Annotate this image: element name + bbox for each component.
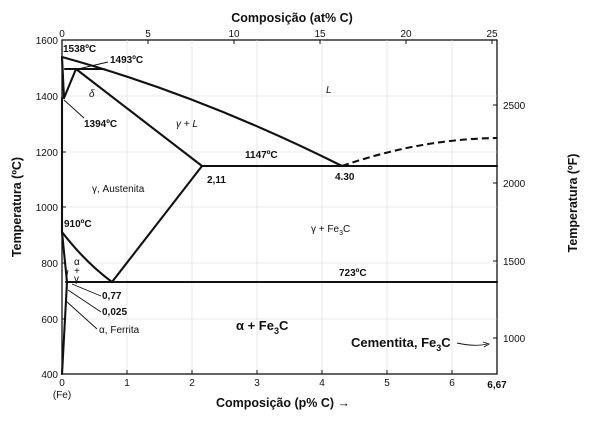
right-tick-label: 2500 <box>503 101 526 112</box>
plus-label: + <box>74 266 80 277</box>
right-axis-tick-labels: 1000 1500 2000 2500 <box>503 101 526 345</box>
left-tick-label: 1200 <box>36 148 59 159</box>
label-1538c: 1538ºC <box>63 44 96 55</box>
left-axis-title: Temperatura (ºC) <box>10 157 24 257</box>
right-axis-ticks <box>493 104 497 339</box>
top-tick-label: 20 <box>400 29 412 40</box>
gamma-fe3c-label: γ + Fe3C <box>311 224 350 237</box>
bottom-tick-label: 3 <box>254 378 260 389</box>
right-axis-title: Temperatura (ºF) <box>566 154 580 253</box>
bottom-tick-label: 5 <box>384 378 390 389</box>
bottom-axis-tick-labels: 0 1 2 3 4 5 6 6,67 <box>59 378 507 391</box>
delta-solidus-line <box>60 55 66 100</box>
acm-line <box>110 164 204 284</box>
bottom-tick-label: 1 <box>124 378 130 389</box>
label-2-11: 2,11 <box>207 175 226 186</box>
bottom-axis-title: Composição (p% C) → <box>216 396 350 410</box>
gamma-fe3c-sub: 3 <box>339 230 343 237</box>
top-tick-label: 5 <box>145 29 151 40</box>
left-tick-label: 1600 <box>36 36 59 47</box>
gridlines <box>62 40 497 374</box>
alpha-label: α <box>74 257 80 268</box>
bottom-tick-label: 6,67 <box>487 380 507 391</box>
top-axis-title: Composição (at% C) <box>231 11 353 25</box>
right-tick-label: 2000 <box>503 179 526 190</box>
gamma-plus-liquid-label: γ + L <box>176 119 198 130</box>
leader-lines <box>63 61 491 348</box>
top-tick-label: 15 <box>314 29 326 40</box>
a3-line <box>60 230 114 284</box>
cementite-c: C <box>441 335 451 350</box>
gamma-label: γ <box>74 274 79 285</box>
austenite-label: γ, Austenita <box>92 184 145 195</box>
cementite-sub: 3 <box>436 343 441 353</box>
right-tick-label: 1000 <box>503 334 526 345</box>
left-tick-label: 800 <box>41 259 58 270</box>
label-0-025: 0,025 <box>102 307 127 318</box>
top-tick-label: 10 <box>228 29 240 40</box>
label-1493c: 1493ºC <box>110 55 143 66</box>
gamma-fe3c-c: C <box>343 224 350 235</box>
gamma-fe3c-main: γ + Fe <box>311 224 340 235</box>
liquidus-cementite-dashed <box>341 136 498 167</box>
phase-boundaries <box>60 55 499 376</box>
liquidus-line <box>60 55 344 168</box>
cementite-main: Cementita, Fe <box>351 335 436 350</box>
bottom-tick-label: 0 <box>59 378 65 389</box>
top-tick-label: 0 <box>59 29 65 40</box>
left-tick-label: 400 <box>41 370 58 381</box>
ferrite-label: α, Ferrita <box>99 325 140 336</box>
alpha-fe3c-label: α + Fe3C <box>236 318 289 336</box>
top-axis-tick-labels: 0 5 10 15 20 25 <box>59 29 498 40</box>
fe-origin-label: (Fe) <box>53 390 71 401</box>
label-1147c: 1147ºC <box>245 150 278 161</box>
austenite-solidus-line <box>74 67 204 168</box>
label-723c: 723ºC <box>339 268 367 279</box>
alpha-fe3c-main: α + Fe <box>236 318 274 333</box>
cementite-label: Cementita, Fe3C <box>351 335 451 353</box>
delta-lower-line <box>62 67 78 100</box>
label-0-77: 0,77 <box>102 291 122 302</box>
liquid-phase-label: L <box>326 85 332 96</box>
bottom-axis-ticks <box>61 370 453 374</box>
label-1394c: 1394ºC <box>84 119 117 130</box>
bottom-tick-label: 6 <box>449 378 455 389</box>
label-910c: 910ºC <box>64 219 92 230</box>
alpha-fe3c-c: C <box>279 318 289 333</box>
top-tick-label: 25 <box>486 29 498 40</box>
delta-phase-label: δ <box>89 89 95 100</box>
left-tick-label: 1400 <box>36 92 59 103</box>
alpha-fe3c-sub: 3 <box>274 326 279 336</box>
bottom-tick-label: 2 <box>189 378 195 389</box>
left-tick-label: 600 <box>41 315 58 326</box>
right-tick-label: 1500 <box>503 257 526 268</box>
left-tick-label: 1000 <box>36 203 59 214</box>
left-axis-tick-labels: 400 600 800 1000 1200 1400 1600 <box>36 36 59 381</box>
ferrite-boundary-line <box>60 230 69 284</box>
label-4-30: 4.30 <box>335 172 355 183</box>
top-axis-ticks <box>61 40 493 44</box>
ferrite-solvus-line <box>60 280 69 376</box>
bottom-tick-label: 4 <box>319 378 325 389</box>
